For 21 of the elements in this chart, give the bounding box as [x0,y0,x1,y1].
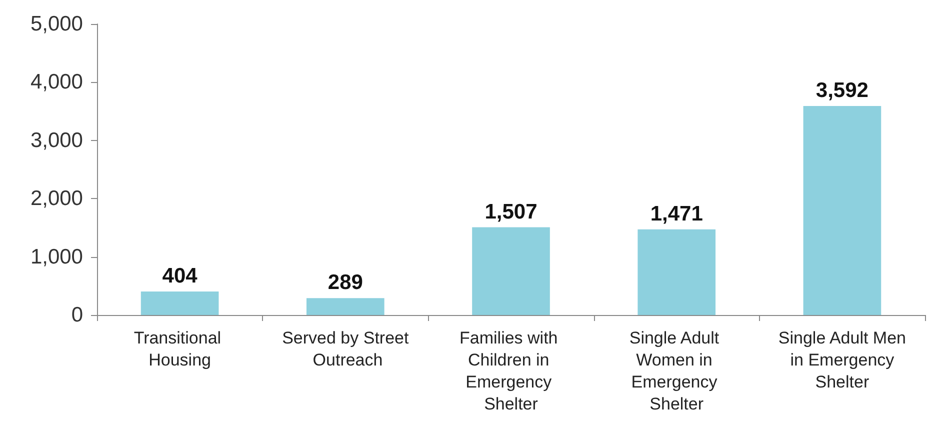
y-tick-label: 5,000 [30,12,83,36]
y-tick-label: 2,000 [30,187,83,210]
data-label: 1,507 [484,200,538,224]
bar [306,298,384,315]
data-label: 289 [328,271,363,294]
y-tick-label: 1,000 [30,245,83,268]
y-tick-label: 0 [71,304,83,326]
bar [140,291,219,315]
bar [803,106,882,315]
y-tick-label: 3,000 [30,128,83,152]
data-label: 404 [162,264,198,288]
x-tick-label: Served by Street Outreach [282,328,409,370]
bar [472,227,550,315]
data-label: 1,471 [650,202,704,226]
y-tick-label: 4,000 [30,70,83,94]
x-tick-label: Single Adult Men in Emergency Shelter [778,328,906,392]
x-tick-label: Transitional Housing [134,328,226,370]
data-label: 3,592 [816,78,868,102]
x-tick-label: Families with Children in Emergency Shelter [460,328,562,414]
x-tick-label: Single Adult Women in Emergency Shelter [629,328,724,414]
bar [638,229,716,315]
